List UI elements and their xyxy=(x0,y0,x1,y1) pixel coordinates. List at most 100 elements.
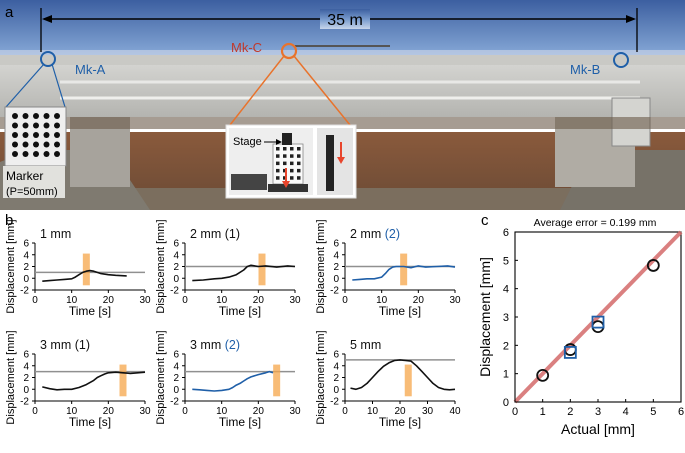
marker-dot xyxy=(33,141,39,148)
marker-dot xyxy=(22,151,29,157)
chart-title-part: 2 mm (1) xyxy=(190,227,240,241)
highlight-band xyxy=(400,253,408,286)
data-point-circle xyxy=(646,259,660,272)
y-tick-label: 6 xyxy=(333,350,339,361)
girder xyxy=(0,55,685,117)
y-tick-label: 4 xyxy=(23,250,29,261)
y-tick-label: 4 xyxy=(23,361,29,372)
marker-dot xyxy=(22,132,29,138)
y-tick-label: -2 xyxy=(20,397,29,408)
x-tick-label: 20 xyxy=(253,406,265,417)
y-tick-label: 0 xyxy=(333,274,339,285)
x-tick-label: 10 xyxy=(216,295,228,306)
y-tick-label: 4 xyxy=(173,361,179,372)
marker-dot xyxy=(22,113,29,119)
panel-a-letter: a xyxy=(5,4,14,21)
stage-label-arrowhead xyxy=(276,139,282,145)
stage-target-dot xyxy=(283,161,287,166)
y-tick-label: 6 xyxy=(173,350,179,361)
x-tick-label: 10 xyxy=(66,295,78,306)
title-bg xyxy=(348,225,405,241)
marker-dot xyxy=(12,141,18,148)
chart-title-part: 3 mm xyxy=(190,338,225,352)
stage-target-dot xyxy=(297,168,301,173)
x-tick-label: 20 xyxy=(253,295,265,306)
y-tick-label: 4 xyxy=(333,250,339,261)
marker-a-callout-right xyxy=(51,63,66,108)
y-tick-label: 0 xyxy=(173,385,179,396)
y-axis-label: Displacement [mm] xyxy=(5,219,17,313)
y-tick-label: 2 xyxy=(23,262,29,273)
series-line xyxy=(192,264,296,282)
chart-title: 2 mm (2) xyxy=(350,227,400,241)
x-axis-label: Time [s] xyxy=(379,304,421,318)
panel-c-letter: c xyxy=(481,212,489,229)
x-tick-label: 10 xyxy=(367,406,379,417)
marker-a-label: Mk-A xyxy=(75,62,106,77)
y-tick-label: 3 xyxy=(503,312,509,324)
y-axis-label: Displacement [mm] xyxy=(315,219,327,313)
x-tick-label: 0 xyxy=(512,406,518,418)
chart-title-part: (2) xyxy=(385,227,400,241)
marker-dot xyxy=(43,151,50,157)
series-line xyxy=(350,359,456,391)
marker-dot xyxy=(54,113,60,119)
marker-dot xyxy=(33,132,39,138)
marker-dot xyxy=(22,141,29,148)
x-axis-label: Time [s] xyxy=(379,415,421,429)
marker-a-circle xyxy=(40,51,56,67)
stage-target-dot xyxy=(297,147,301,151)
marker-dot xyxy=(54,122,60,129)
y-tick-label: 0 xyxy=(503,397,509,409)
span-label: 35 m xyxy=(327,12,363,29)
series-line xyxy=(42,371,146,391)
highlight-band xyxy=(404,364,412,397)
stage-target-dots xyxy=(276,147,301,180)
span-label-bg xyxy=(320,9,370,29)
x-tick-label: 30 xyxy=(449,295,461,306)
chart-title-part: (2) xyxy=(225,338,240,352)
girder-deck xyxy=(0,55,685,65)
y-tick-label: 0 xyxy=(23,274,29,285)
panel-b-letter: b xyxy=(5,212,13,229)
title-bg xyxy=(188,225,245,241)
highlight-band xyxy=(273,364,281,397)
data-point-circle xyxy=(536,368,550,382)
x-tick-label: 20 xyxy=(394,406,406,417)
marker-c-circle xyxy=(280,42,298,60)
y-tick-label: 6 xyxy=(23,239,29,250)
stage-target-dot xyxy=(290,161,294,166)
marker-dot xyxy=(33,151,39,157)
y-tick-label: 2 xyxy=(503,340,509,352)
title-bg xyxy=(348,336,379,352)
chart-title: 3 mm (1) xyxy=(40,338,90,352)
stage-target-dot xyxy=(290,154,294,158)
x-tick-label: 10 xyxy=(376,295,388,306)
x-tick-label: 0 xyxy=(32,406,38,417)
title-bg xyxy=(188,336,245,352)
stage-target-dot xyxy=(276,168,280,173)
highlight-band xyxy=(119,364,127,397)
x-tick-label: 30 xyxy=(422,406,434,417)
x-tick-label: 0 xyxy=(182,295,188,306)
marker-dot xyxy=(12,113,18,119)
highlight-band xyxy=(258,253,266,286)
x-tick-label: 5 xyxy=(650,406,656,418)
x-tick-label: 40 xyxy=(449,406,461,417)
y-tick-label: 5 xyxy=(503,255,509,267)
stage-target-dot xyxy=(283,147,287,151)
title-bg xyxy=(38,336,95,352)
marker-dot-grid xyxy=(12,113,60,157)
marker-b-label: Mk-B xyxy=(570,62,600,77)
panel-a-annotations: a 35 m Mk-A Mk-C Mk-B Marker (P=50mm) St… xyxy=(3,4,638,199)
y-tick-label: 0 xyxy=(173,274,179,285)
x-tick-label: 30 xyxy=(139,406,151,417)
marker-caption-bg xyxy=(3,166,65,198)
x-tick-label: 10 xyxy=(66,406,78,417)
title-bg xyxy=(38,225,69,241)
